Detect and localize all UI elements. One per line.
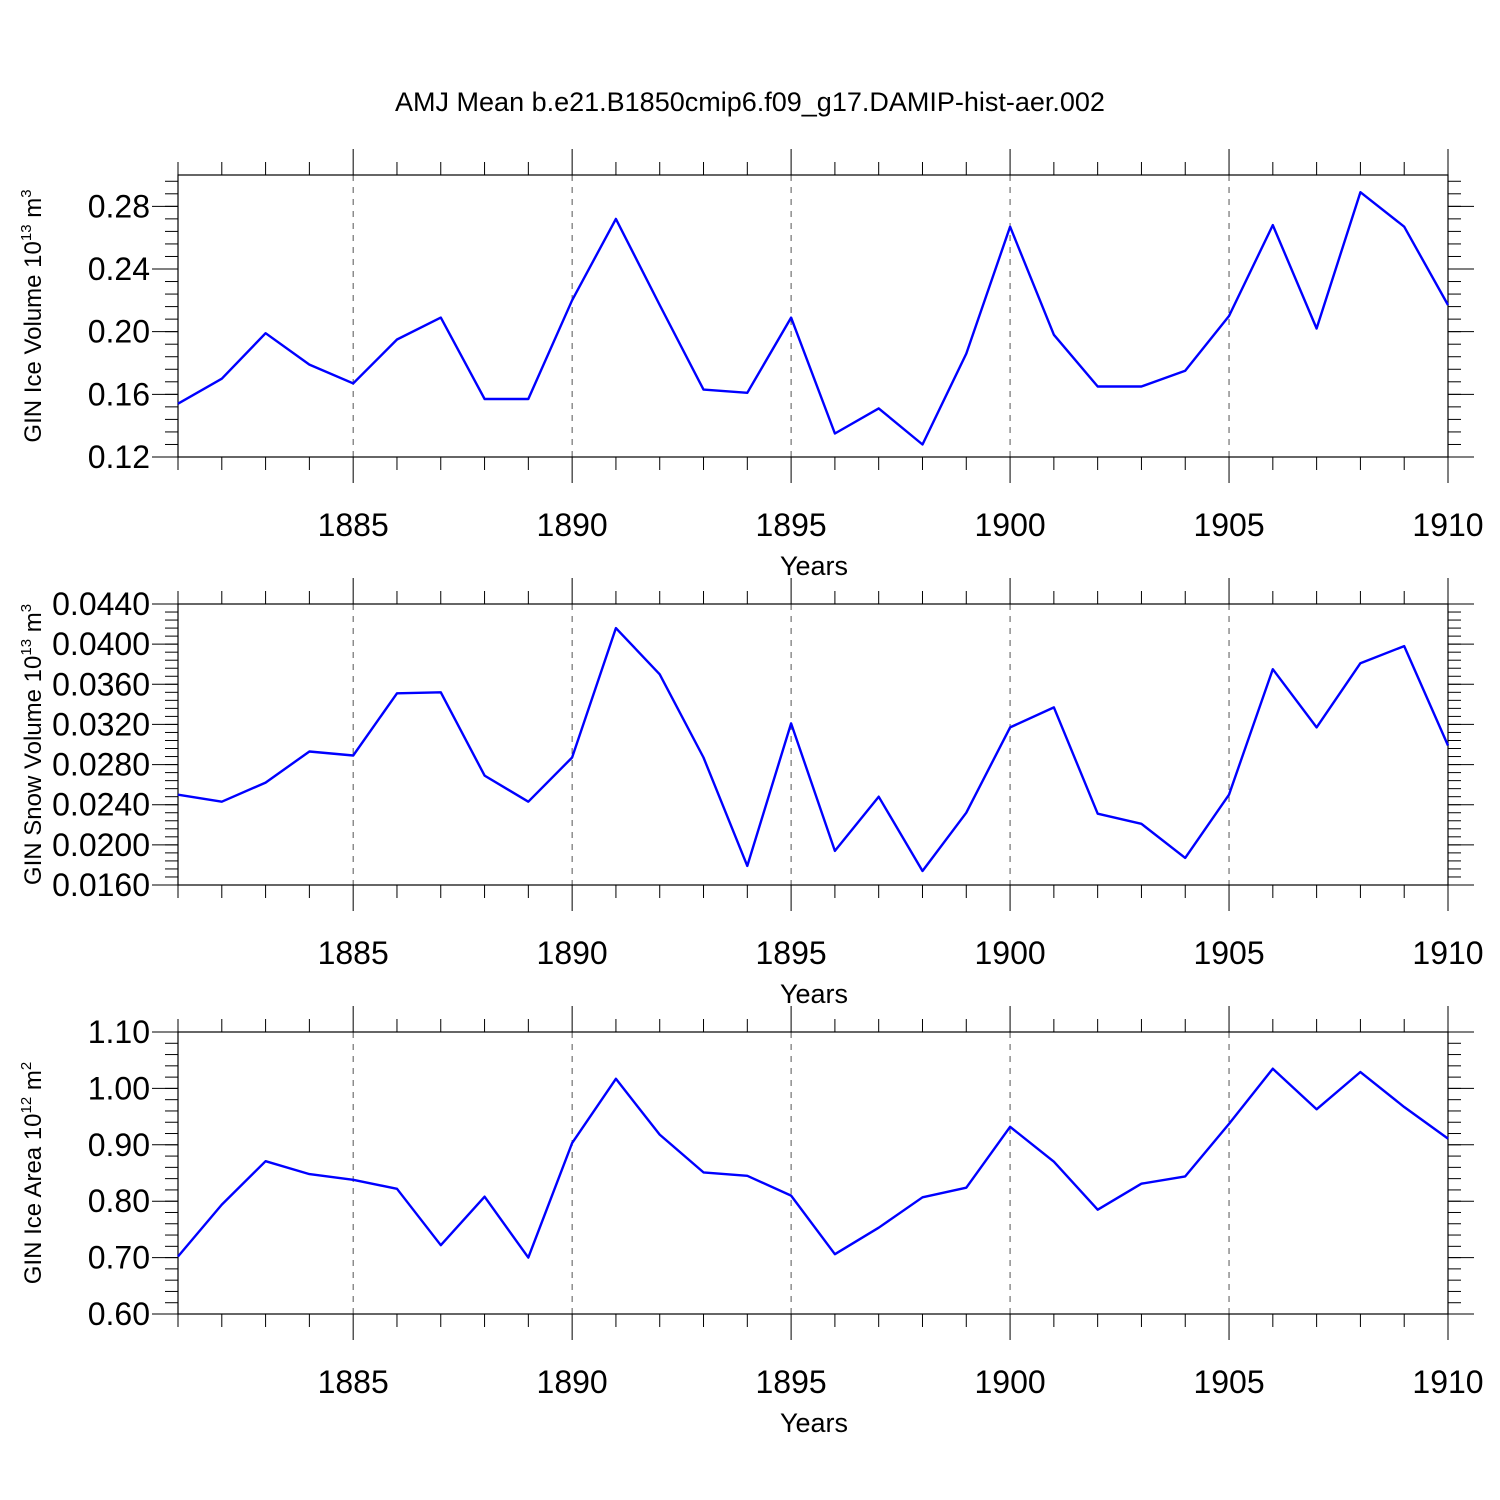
- plot-frame: [177, 174, 1449, 458]
- plot-frame: [177, 1031, 1449, 1315]
- x-tick-label: 1890: [537, 507, 608, 543]
- y-tick-label: 0.0280: [52, 747, 150, 783]
- x-tick-label: 1890: [537, 935, 608, 971]
- x-tick-label: 1885: [318, 507, 389, 543]
- y-tick-label: 0.0360: [52, 666, 150, 702]
- x-tick-label: 1895: [756, 1364, 827, 1400]
- x-axis-label: Years: [780, 551, 848, 581]
- y-axis-label-part: 3: [18, 189, 35, 197]
- x-tick-label: 1885: [318, 935, 389, 971]
- y-tick-label: 0.0240: [52, 787, 150, 823]
- plot-frame: [177, 603, 1449, 886]
- y-axis-label-part: 12: [18, 1097, 35, 1114]
- y-tick-label: 0.0440: [52, 586, 150, 622]
- y-tick-label: 0.0320: [52, 706, 150, 742]
- y-axis-label-part: m: [20, 612, 47, 639]
- y-tick-label: 0.24: [88, 251, 150, 287]
- y-tick-label: 0.90: [88, 1127, 150, 1163]
- y-axis-label-part: m: [20, 1070, 47, 1097]
- y-axis-label-part: 13: [18, 639, 35, 656]
- y-axis-label-part: GIN Ice Volume 10: [20, 241, 47, 442]
- y-axis-label: GIN Snow Volume 1013 m3: [18, 604, 47, 885]
- series-line-ice-volume: [177, 190, 1450, 446]
- y-axis-label: GIN Ice Area 1012 m2: [18, 1062, 47, 1284]
- x-axis-label: Years: [780, 979, 848, 1009]
- plot-ice-area: 1885 1890 1895 1900 1905 1910 0.60 0.70 0.80 0.90…: [18, 1006, 1484, 1438]
- x-tick-label: 1900: [974, 935, 1045, 971]
- x-tick-label: 1905: [1193, 935, 1264, 971]
- plot-snow-volume: 1885 1890 1895 1900 1905 1910 0.0160 0.0200 0.02…: [18, 578, 1484, 1009]
- chart-title: AMJ Mean b.e21.B1850cmip6.f09_g17.DAMIP-…: [395, 87, 1105, 117]
- y-axis-label-part: 3: [18, 604, 35, 612]
- y-tick-label: 0.70: [88, 1240, 150, 1276]
- y-axis-label-part: 2: [18, 1062, 35, 1070]
- y-tick-label: 0.60: [88, 1296, 150, 1332]
- y-axis-label-part: m: [20, 198, 47, 225]
- y-tick-label: 0.28: [88, 188, 150, 224]
- y-axis-label-part: GIN Ice Area 10: [20, 1113, 47, 1284]
- series-line-snow-volume: [177, 626, 1450, 873]
- y-tick-label: 1.10: [88, 1014, 150, 1050]
- y-axis-label-part: GIN Snow Volume 10: [20, 656, 47, 885]
- y-tick-label: 0.0200: [52, 827, 150, 863]
- y-axis-label-part: 13: [18, 224, 35, 241]
- y-tick-label: 0.0160: [52, 867, 150, 903]
- x-tick-label: 1910: [1412, 507, 1483, 543]
- series-line-ice-area: [177, 1067, 1449, 1259]
- y-tick-label: 0.12: [88, 439, 150, 475]
- x-tick-label: 1895: [756, 507, 827, 543]
- y-tick-label: 0.20: [88, 314, 150, 350]
- x-tick-label: 1900: [974, 1364, 1045, 1400]
- y-tick-label: 0.0400: [52, 626, 150, 662]
- x-tick-label: 1900: [974, 507, 1045, 543]
- x-tick-label: 1890: [537, 1364, 608, 1400]
- y-axis-label: GIN Ice Volume 1013 m3: [18, 189, 47, 442]
- x-tick-label: 1910: [1412, 935, 1483, 971]
- plot-ice-volume: 1885 1890 1895 1900 1905 1910 0.12 0.16 0.20 0.24…: [18, 149, 1484, 581]
- y-tick-label: 1.00: [88, 1070, 150, 1106]
- y-tick-label: 0.16: [88, 376, 150, 412]
- x-tick-label: 1905: [1193, 1364, 1264, 1400]
- x-tick-label: 1885: [318, 1364, 389, 1400]
- x-tick-label: 1910: [1412, 1364, 1483, 1400]
- x-tick-label: 1905: [1193, 507, 1264, 543]
- y-tick-label: 0.80: [88, 1183, 150, 1219]
- x-tick-label: 1895: [756, 935, 827, 971]
- x-axis-label: Years: [780, 1408, 848, 1438]
